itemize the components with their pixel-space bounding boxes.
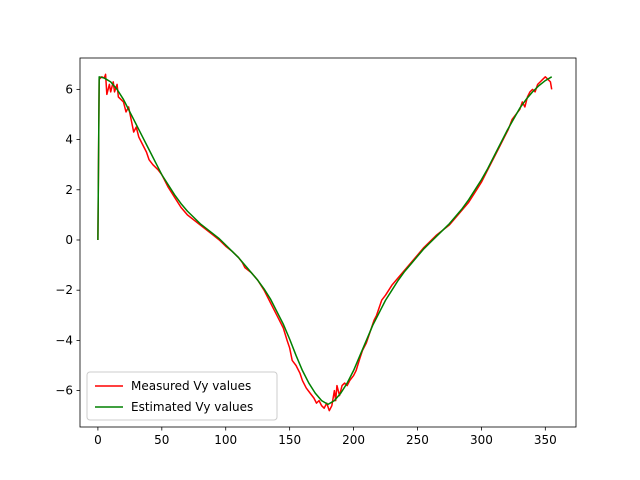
- x-tick-label: 200: [342, 433, 365, 447]
- legend-label-2: Estimated Vy values: [131, 400, 253, 414]
- legend-label-1: Measured Vy values: [131, 379, 251, 393]
- y-tick-label: −2: [55, 283, 73, 297]
- legend: Measured Vy values Estimated Vy values: [86, 371, 278, 421]
- series-layer: [97, 73, 553, 412]
- x-tick-label: 350: [534, 433, 557, 447]
- y-tick-label: 6: [65, 82, 73, 96]
- y-tick-label: 2: [65, 183, 73, 197]
- series-line-2: [97, 76, 553, 406]
- x-tick-label: 250: [406, 433, 429, 447]
- axes-layer: 0 50 100 150 200 250 300 350 −6 −4 −2 0 2 4 6: [55, 57, 577, 447]
- x-tick-label: 300: [470, 433, 493, 447]
- y-tick-label: 0: [65, 233, 73, 247]
- x-tick-label: 50: [154, 433, 169, 447]
- legend-box: [86, 371, 278, 421]
- x-tick-label: 100: [214, 433, 237, 447]
- x-tick-label: 0: [94, 433, 102, 447]
- y-tick-label: −6: [55, 384, 73, 398]
- y-tick-label: 4: [65, 133, 73, 147]
- x-tick-label: 150: [278, 433, 301, 447]
- y-tick-label: −4: [55, 333, 73, 347]
- plot-frame: [79, 57, 577, 428]
